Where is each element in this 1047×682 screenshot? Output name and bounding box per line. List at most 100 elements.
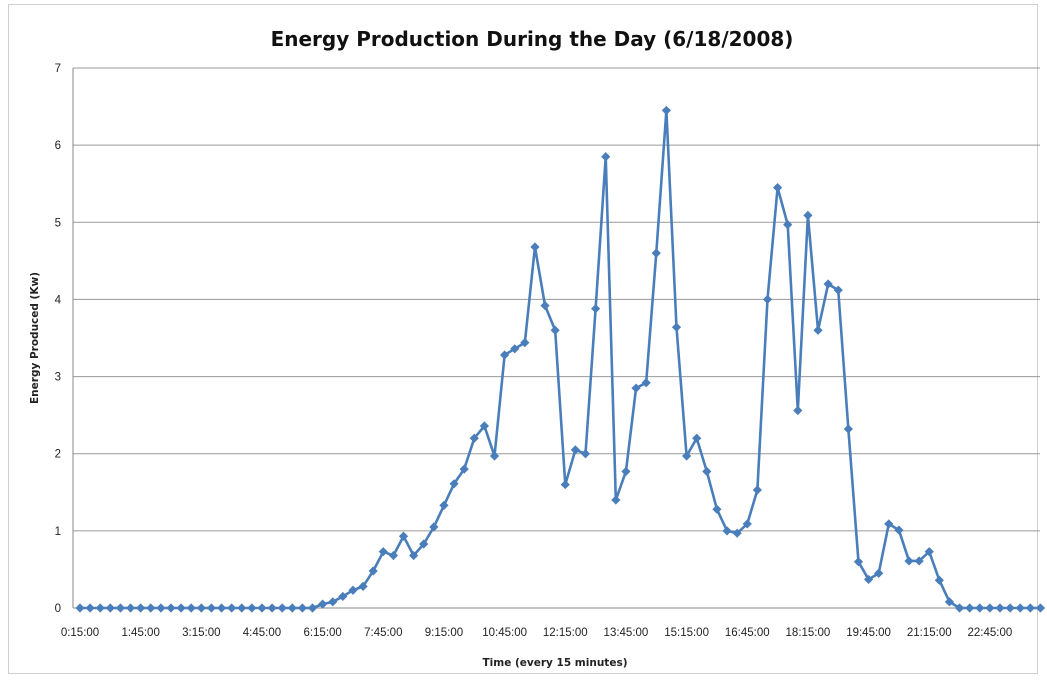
data-point — [550, 325, 560, 335]
data-point — [843, 424, 853, 434]
data-point — [611, 495, 621, 505]
data-point — [853, 557, 864, 567]
y-tick-label: 7 — [55, 63, 61, 75]
data-point — [823, 279, 833, 289]
data-point — [196, 603, 206, 613]
chart-title: Energy Production During the Day (6/18/2… — [271, 27, 794, 51]
data-point — [833, 285, 843, 295]
x-tick-label: 12:15:00 — [543, 627, 588, 639]
data-point — [146, 603, 156, 613]
data-point — [601, 152, 611, 162]
data-point — [1005, 603, 1015, 613]
data-point — [914, 556, 924, 566]
data-point — [560, 479, 570, 490]
x-tick-label: 19:45:00 — [846, 627, 891, 639]
y-tick-label: 6 — [55, 140, 61, 152]
data-point — [944, 597, 955, 607]
data-point — [985, 603, 995, 613]
x-tick-label: 22:45:00 — [968, 627, 1013, 639]
data-point — [813, 325, 823, 335]
data-point — [530, 242, 540, 252]
x-tick-label: 9:15:00 — [425, 627, 463, 639]
x-tick-label: 13:45:00 — [604, 627, 649, 639]
data-point — [479, 421, 489, 431]
data-point — [328, 597, 338, 607]
data-point — [267, 603, 277, 613]
data-point — [934, 575, 944, 585]
data-point — [307, 603, 318, 613]
data-point — [995, 603, 1005, 613]
data-point — [449, 479, 459, 489]
series-layer — [75, 105, 1046, 613]
data-point — [712, 504, 722, 514]
data-point — [783, 220, 793, 230]
data-point — [894, 525, 904, 535]
data-point — [348, 585, 358, 595]
x-tick-label: 0:15:00 — [61, 627, 99, 639]
data-point — [166, 603, 176, 613]
data-point — [1035, 603, 1046, 613]
x-tick-label: 1:45:00 — [121, 627, 159, 639]
data-point — [318, 599, 328, 609]
data-point — [358, 581, 368, 591]
data-point — [85, 603, 95, 613]
data-point — [954, 603, 965, 613]
x-tick-label: 3:15:00 — [182, 627, 220, 639]
x-tick-labels: 0:15:00 1:45:00 3:15:00 4:45:00 6:15:00 7:45:… — [61, 627, 1012, 639]
data-point — [884, 519, 894, 529]
y-tick-label: 2 — [55, 449, 61, 461]
data-point — [257, 603, 267, 613]
data-point — [580, 449, 591, 459]
data-point — [277, 603, 287, 613]
data-point — [136, 603, 146, 613]
data-point — [510, 344, 520, 354]
data-point — [722, 526, 732, 536]
data-point — [439, 500, 449, 510]
data-point — [671, 322, 682, 332]
data-point — [75, 603, 85, 613]
x-tick-label: 15:15:00 — [664, 627, 709, 639]
data-point — [500, 350, 510, 360]
data-point — [206, 603, 217, 613]
data-point — [398, 531, 409, 541]
x-tick-label: 7:45:00 — [364, 627, 402, 639]
data-point — [216, 603, 227, 613]
data-point — [874, 568, 884, 578]
data-point — [287, 603, 297, 613]
data-point — [651, 248, 661, 258]
data-point — [863, 574, 874, 585]
data-point — [227, 603, 237, 613]
y-tick-label: 0 — [55, 603, 61, 615]
x-tick-label: 16:45:00 — [725, 627, 770, 639]
data-point — [661, 105, 671, 116]
data-point — [803, 210, 813, 220]
data-point — [621, 466, 631, 477]
data-point — [692, 433, 702, 443]
data-point — [752, 485, 762, 495]
data-point — [409, 550, 419, 561]
data-point — [631, 383, 641, 393]
series-line — [80, 109, 1041, 610]
data-point — [237, 603, 247, 613]
y-tick-label: 1 — [55, 526, 61, 538]
data-point — [95, 603, 105, 613]
data-point — [1025, 603, 1035, 613]
y-tick-label: 4 — [55, 294, 62, 306]
chart-frame — [8, 4, 1038, 674]
y-tick-label: 3 — [55, 372, 61, 384]
data-point — [297, 603, 308, 613]
data-point — [1015, 603, 1025, 613]
data-point — [904, 556, 914, 566]
data-point — [540, 301, 550, 311]
data-point — [115, 603, 126, 613]
data-point — [682, 451, 692, 461]
data-point — [459, 464, 469, 474]
data-point — [570, 445, 580, 455]
data-point — [186, 603, 196, 613]
data-point — [368, 566, 378, 576]
x-tick-label: 21:15:00 — [907, 627, 952, 639]
data-point — [702, 466, 712, 477]
data-point — [105, 603, 115, 613]
data-point — [388, 550, 399, 561]
